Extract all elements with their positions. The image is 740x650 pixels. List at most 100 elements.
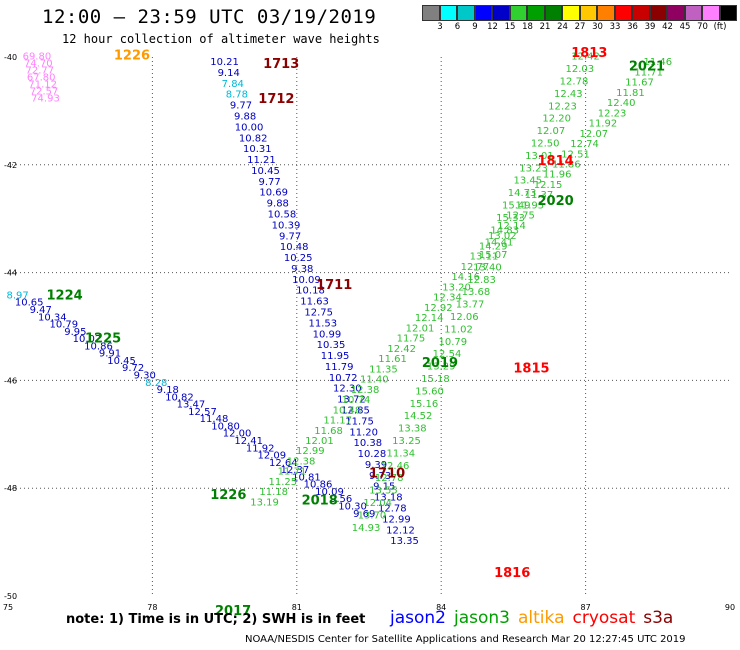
swh-value: 13.68 [462, 287, 491, 298]
swh-value: 12.78 [375, 473, 404, 484]
swh-value: 13.20 [442, 282, 471, 293]
swh-value: 10.48 [280, 242, 309, 253]
map-subtitle: 12 hour collection of altimeter wave hei… [62, 32, 380, 46]
swh-value: 11.18 [259, 487, 288, 498]
colorbar-swatch [597, 5, 615, 21]
swh-value: 15.18 [421, 374, 450, 385]
swh-value: 13.02 [488, 231, 517, 242]
swh-value: 15.33 [496, 213, 525, 224]
swh-value: 14.83 [490, 225, 519, 236]
swh-value: 12.75 [506, 211, 535, 222]
swh-value: 13.19 [250, 497, 279, 508]
swh-value: 12.78 [378, 504, 407, 515]
colorbar-swatch [649, 5, 667, 21]
pass-number-label: 2021 [629, 60, 665, 75]
lat-tick-label: -42 [4, 161, 17, 170]
swh-value: 10.72 [329, 373, 358, 384]
swh-value: 12.40 [607, 98, 636, 109]
colorbar-tick-label: 12 [487, 22, 498, 32]
colorbar-tick-label: 36 [627, 22, 638, 32]
pass-number-label: 2018 [302, 493, 338, 508]
swh-value: 12.78 [560, 77, 589, 88]
pass-number-label: 1711 [316, 278, 352, 293]
swh-value: 12.00 [223, 429, 252, 440]
swh-value: 11.34 [386, 448, 415, 459]
swh-value: 9.15 [373, 482, 395, 493]
swh-value: 12.77 [461, 262, 490, 273]
swh-value: 12.57 [188, 407, 217, 418]
legend-altika: altika [518, 608, 565, 628]
swh-value: 11.61 [378, 354, 407, 365]
pass-number-label: 1226 [210, 488, 246, 503]
swh-value: 15.16 [410, 399, 439, 410]
swh-value: 13.11 [470, 252, 499, 263]
pass-number-label: 1712 [258, 92, 294, 107]
swh-value: 10.45 [251, 166, 280, 177]
colorbar-tick-label: 24 [557, 22, 568, 32]
swh-value: 11.35 [369, 364, 398, 375]
colorbar-swatch [632, 5, 650, 21]
legend-cryosat: cryosat [572, 608, 636, 628]
swh-value: 10.30 [338, 502, 367, 513]
swh-value: 13.23 [519, 163, 548, 174]
pass-number-label: 1813 [571, 46, 607, 61]
pass-number-label: 2020 [538, 194, 574, 209]
swh-value: 67.80 [27, 73, 56, 84]
colorbar [422, 5, 737, 21]
swh-value: 14.29 [479, 241, 508, 252]
swh-value: 74.93 [31, 94, 60, 105]
swh-value: 71.12 [28, 80, 57, 91]
pass-number-label: 1713 [263, 57, 299, 72]
swh-value: 9.73 [369, 471, 391, 482]
colorbar-tick-label: 39 [644, 22, 656, 32]
swh-value: 11.63 [300, 297, 329, 308]
colorbar-tick-label: 42 [662, 22, 673, 32]
axis-ticks: 75 78 81 84 87 90 -40 -42 -44 -46 -48 -50 [3, 53, 735, 612]
colorbar-tick-label: 6 [454, 22, 461, 32]
swh-value: 12.14 [415, 313, 444, 324]
swh-value: 12.12 [386, 525, 415, 536]
swh-value: 9.14 [218, 68, 240, 79]
pass-number-label: 2019 [422, 356, 458, 371]
colorbar-labels: 3 6 9 12 15 18 21 24 27 30 33 36 39 42 45 70 (ft) [422, 22, 740, 34]
swh-value: 9.95 [64, 327, 86, 338]
swh-value: 11.67 [625, 78, 654, 89]
colorbar-swatch [544, 5, 562, 21]
swh-value: 13.38 [398, 424, 427, 435]
swh-value: 12.04 [363, 498, 392, 509]
swh-value: 11.46 [643, 57, 672, 68]
swh-value: 11.21 [247, 155, 276, 166]
units-note: note: 1) Time is in UTC; 2) SWH is in fe… [66, 612, 366, 627]
swh-value: 9.77 [258, 177, 280, 188]
swh-value: 9.72 [122, 363, 144, 374]
swh-value: 10.58 [268, 210, 297, 221]
swh-value: 11.40 [360, 375, 389, 386]
swh-value: 11.20 [349, 427, 378, 438]
swh-value: 8.78 [226, 90, 248, 101]
swh-value: 10.09 [292, 275, 321, 286]
swh-value: 12.46 [381, 461, 410, 472]
swh-value: 11.71 [278, 467, 307, 478]
footer-credit: NOAA/NESDIS Center for Satellite Applica… [245, 634, 686, 645]
swh-value: 10.35 [317, 340, 346, 351]
swh-value: 9.56 [330, 494, 352, 505]
colorbar-tick-label: 33 [609, 22, 621, 32]
pass-number-label: 1226 [114, 49, 150, 64]
swh-value: 12.38 [351, 385, 380, 396]
colorbar-swatch [492, 5, 510, 21]
swh-value: 12.01 [305, 436, 334, 447]
swh-value: 10.82 [239, 133, 268, 144]
swh-value: 9.39 [365, 460, 387, 471]
swh-value: 9.91 [99, 349, 121, 360]
legend-s3a: s3a [643, 608, 674, 628]
lat-tick-label: -44 [4, 269, 17, 278]
swh-value: 10.09 [315, 487, 344, 498]
swh-value: 11.02 [444, 324, 473, 335]
swh-value: 9.30 [134, 371, 156, 382]
swh-value: 8.97 [6, 291, 28, 302]
swh-value: 11.71 [634, 67, 663, 78]
lon-tick-label: 78 [147, 603, 157, 612]
colorbar-tick-label: 3 [437, 22, 443, 32]
swh-value: 72.77 [25, 66, 54, 77]
